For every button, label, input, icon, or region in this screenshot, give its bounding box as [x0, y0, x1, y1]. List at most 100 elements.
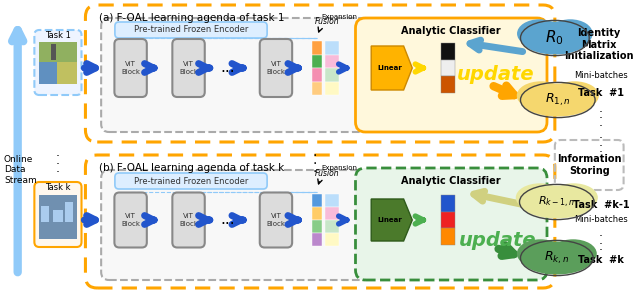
Text: ViT
Block: ViT Block: [179, 214, 198, 226]
Text: Identity
Matrix
Initialization: Identity Matrix Initialization: [564, 28, 634, 61]
Text: update: update: [457, 66, 535, 84]
FancyBboxPatch shape: [172, 193, 205, 248]
Ellipse shape: [520, 241, 593, 275]
Text: Pre-trained Frozen Encoder: Pre-trained Frozen Encoder: [134, 176, 249, 185]
Ellipse shape: [539, 84, 577, 104]
Text: Task k: Task k: [45, 183, 70, 193]
Ellipse shape: [550, 81, 599, 110]
Polygon shape: [371, 46, 412, 90]
Ellipse shape: [516, 183, 564, 212]
Bar: [325, 220, 339, 233]
Bar: [325, 194, 339, 207]
FancyBboxPatch shape: [115, 22, 267, 38]
Bar: [441, 195, 454, 212]
FancyBboxPatch shape: [260, 193, 292, 248]
Bar: [57, 62, 77, 84]
Polygon shape: [371, 199, 412, 241]
Text: .: .: [599, 142, 603, 156]
Text: (b) F-OAL learning agenda of task k: (b) F-OAL learning agenda of task k: [99, 163, 284, 173]
Bar: [325, 41, 339, 54]
Bar: [39, 62, 57, 84]
Text: Information
Storing: Information Storing: [557, 154, 621, 176]
FancyBboxPatch shape: [35, 182, 81, 247]
Ellipse shape: [539, 242, 575, 262]
Ellipse shape: [520, 21, 589, 54]
Text: ViT
Block: ViT Block: [266, 62, 285, 74]
Text: Task  #1: Task #1: [578, 88, 624, 98]
Bar: [325, 81, 339, 95]
Bar: [312, 220, 322, 233]
Text: .: .: [599, 241, 603, 253]
FancyBboxPatch shape: [355, 18, 547, 132]
Ellipse shape: [517, 239, 564, 268]
Bar: [39, 42, 77, 62]
Text: ViT
Block: ViT Block: [121, 214, 140, 226]
Text: .: .: [56, 154, 60, 166]
Ellipse shape: [538, 186, 575, 206]
Text: .: .: [599, 129, 603, 142]
Text: .: .: [599, 234, 603, 246]
Text: .: .: [56, 146, 60, 159]
Text: Analytic Classifier: Analytic Classifier: [401, 26, 501, 36]
Bar: [51, 44, 56, 60]
Bar: [312, 233, 322, 246]
Text: ...: ...: [221, 60, 235, 76]
Bar: [441, 43, 454, 60]
Ellipse shape: [520, 185, 594, 219]
FancyBboxPatch shape: [115, 193, 147, 248]
Text: .: .: [56, 161, 60, 175]
Ellipse shape: [528, 251, 572, 272]
Bar: [325, 54, 339, 68]
Text: Task  #k-1: Task #k-1: [573, 200, 629, 210]
Ellipse shape: [550, 239, 596, 268]
Text: ViT
Block: ViT Block: [121, 62, 140, 74]
Ellipse shape: [527, 195, 572, 217]
FancyBboxPatch shape: [35, 30, 81, 95]
Bar: [325, 68, 339, 81]
Text: Pre-trained Frozen Encoder: Pre-trained Frozen Encoder: [134, 25, 249, 35]
Text: .: .: [312, 145, 316, 159]
Bar: [312, 81, 322, 95]
Text: Task 1: Task 1: [45, 32, 71, 40]
Text: Fusion: Fusion: [315, 18, 339, 26]
Ellipse shape: [543, 93, 588, 115]
Text: (a) F-OAL learning agenda of task 1: (a) F-OAL learning agenda of task 1: [99, 13, 285, 23]
Text: update: update: [459, 231, 537, 250]
Ellipse shape: [548, 19, 593, 48]
Ellipse shape: [528, 93, 573, 115]
Text: ViT
Block: ViT Block: [266, 214, 285, 226]
Text: ...: ...: [221, 212, 235, 227]
Bar: [325, 207, 339, 220]
Bar: [441, 212, 454, 228]
Ellipse shape: [520, 84, 595, 117]
Text: Mini-batches: Mini-batches: [574, 215, 628, 224]
Bar: [441, 60, 454, 76]
Text: Online
Data
Stream: Online Data Stream: [4, 155, 36, 185]
Bar: [65, 202, 73, 222]
Bar: [41, 206, 49, 222]
FancyBboxPatch shape: [260, 39, 292, 97]
Text: Fusion: Fusion: [315, 168, 339, 178]
FancyBboxPatch shape: [115, 173, 267, 189]
Text: .: .: [599, 135, 603, 149]
Ellipse shape: [549, 183, 598, 212]
Text: .: .: [599, 115, 603, 129]
Bar: [312, 194, 322, 207]
Bar: [312, 207, 322, 220]
Text: Task  #k: Task #k: [578, 255, 624, 265]
Text: Expansion: Expansion: [322, 165, 358, 171]
FancyBboxPatch shape: [101, 18, 371, 132]
Text: .: .: [599, 101, 603, 115]
Bar: [325, 233, 339, 246]
Text: $R_{k-1,n}$: $R_{k-1,n}$: [538, 195, 575, 209]
Text: .: .: [599, 226, 603, 239]
Ellipse shape: [516, 81, 565, 110]
Text: ViT
Block: ViT Block: [179, 62, 198, 74]
Text: $R_{k,n}$: $R_{k,n}$: [544, 250, 570, 266]
Text: Analytic Classifier: Analytic Classifier: [401, 176, 501, 186]
Ellipse shape: [527, 30, 568, 52]
Ellipse shape: [538, 22, 572, 42]
Text: Linear: Linear: [378, 217, 402, 223]
FancyBboxPatch shape: [101, 170, 369, 280]
Text: .: .: [312, 161, 316, 175]
